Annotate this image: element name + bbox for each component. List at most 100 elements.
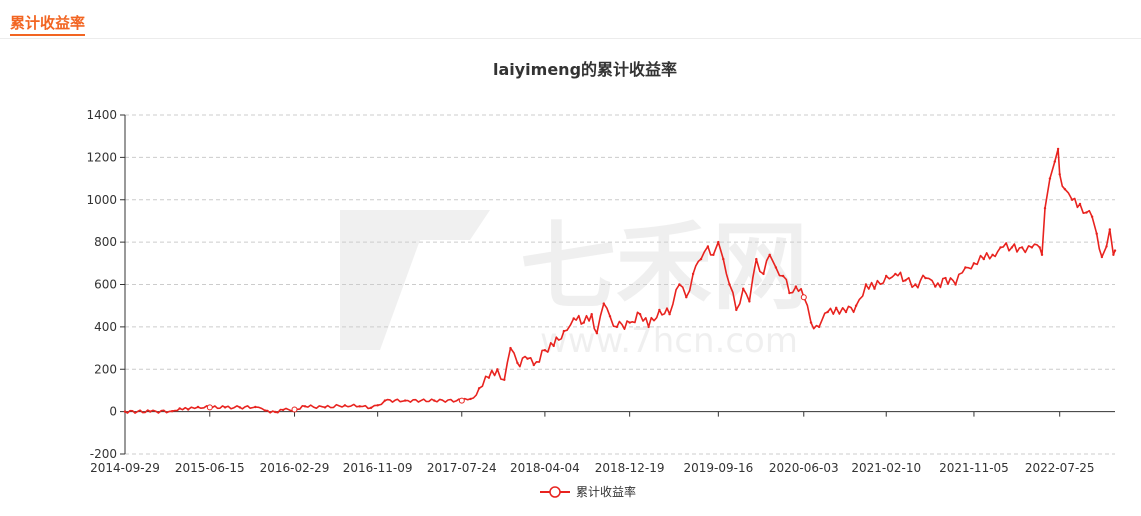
data-point (826, 310, 829, 314)
data-point (864, 283, 868, 286)
x-tick-label: 2021-11-05 (939, 461, 1009, 475)
data-point (1113, 249, 1117, 252)
data-point (706, 245, 710, 248)
data-point (1038, 246, 1041, 249)
data-point (1085, 211, 1088, 214)
y-tick-label: 1200 (86, 150, 117, 164)
y-tick-label: 200 (94, 362, 117, 376)
data-point (509, 346, 512, 350)
data-point (1020, 246, 1024, 249)
series-layer (123, 147, 1117, 414)
data-point (835, 306, 838, 309)
data-point (383, 399, 387, 402)
data-point (691, 272, 695, 276)
data-point (1040, 253, 1044, 256)
data-point (894, 272, 897, 276)
data-point (274, 410, 277, 414)
data-point (526, 357, 529, 360)
data-point (1063, 188, 1067, 191)
data-point (1078, 202, 1082, 206)
data-point (1053, 160, 1057, 163)
data-point (742, 287, 745, 290)
x-tick-label: 2018-12-19 (595, 461, 665, 475)
data-point (1108, 228, 1112, 231)
x-tick-label: 2022-07-25 (1025, 461, 1095, 475)
data-point (647, 325, 650, 329)
x-tick-label: 2014-09-29 (90, 461, 160, 475)
data-point (303, 405, 307, 408)
data-point (1010, 246, 1014, 249)
symbol-marker (800, 294, 807, 301)
data-point (1112, 253, 1115, 256)
data-point (615, 325, 619, 329)
data-point (668, 313, 671, 316)
data-point (728, 283, 731, 286)
data-point (844, 310, 848, 314)
y-tick-label: 400 (94, 320, 117, 334)
data-point (854, 304, 858, 307)
data-point (1043, 207, 1047, 210)
data-point (658, 308, 661, 312)
data-point (433, 399, 436, 402)
data-point (1056, 147, 1060, 151)
data-point (1058, 173, 1061, 176)
data-point (323, 406, 327, 409)
watermark-logo: 七禾网 www.7hcn.com (340, 210, 808, 361)
data-point (628, 321, 631, 324)
data-point (638, 313, 642, 316)
legend-marker-icon (549, 486, 561, 498)
data-point (735, 308, 738, 312)
symbol-marker (291, 406, 298, 413)
y-tick-label: 1000 (86, 193, 117, 207)
section-title[interactable]: 累计收益率 (10, 14, 86, 36)
data-point (1100, 255, 1104, 259)
data-point (477, 387, 481, 390)
data-point (685, 296, 688, 299)
gridlines (125, 114, 1115, 455)
data-point (1048, 177, 1052, 180)
x-axis: 2014-09-29 2015-06-15 2016-02-29 2016-11-09… (90, 411, 1115, 475)
x-tick-label: 2021-02-10 (851, 461, 921, 475)
data-point (678, 283, 681, 286)
data-point (774, 266, 778, 269)
data-point (717, 240, 720, 244)
data-point (1030, 246, 1034, 249)
data-point (999, 246, 1002, 249)
y-tick-label: 1400 (86, 108, 117, 122)
watermark-mark (340, 210, 490, 350)
data-point (543, 349, 547, 352)
x-tick-label: 2016-11-09 (343, 461, 413, 475)
data-point (788, 291, 791, 295)
data-point (817, 325, 821, 329)
data-point (972, 262, 976, 265)
data-point (762, 272, 765, 276)
data-point (982, 257, 985, 261)
data-point (722, 257, 725, 261)
legend-label: 累计收益率 (576, 484, 636, 499)
data-point (238, 406, 242, 409)
data-point (572, 317, 575, 320)
data-point (532, 363, 535, 367)
data-point (712, 253, 715, 256)
legend[interactable]: 累计收益率 (540, 484, 636, 499)
data-point (403, 399, 407, 402)
y-tick-label: 600 (94, 278, 117, 292)
x-tick-label: 2017-07-24 (427, 461, 497, 475)
data-point (516, 361, 519, 365)
data-point (755, 257, 758, 261)
data-point (503, 378, 506, 381)
data-point (1095, 232, 1098, 235)
data-point (748, 300, 751, 303)
data-point (263, 409, 267, 412)
data-point (954, 283, 957, 286)
y-tick-label: 800 (94, 235, 117, 249)
data-point (496, 368, 499, 371)
data-point (582, 321, 585, 324)
x-tick-label: 2018-04-04 (510, 461, 580, 475)
data-point (223, 406, 227, 409)
data-point (196, 405, 200, 409)
data-point (944, 276, 947, 280)
data-point (187, 408, 190, 411)
symbol-marker (206, 404, 213, 411)
data-point (376, 404, 379, 407)
